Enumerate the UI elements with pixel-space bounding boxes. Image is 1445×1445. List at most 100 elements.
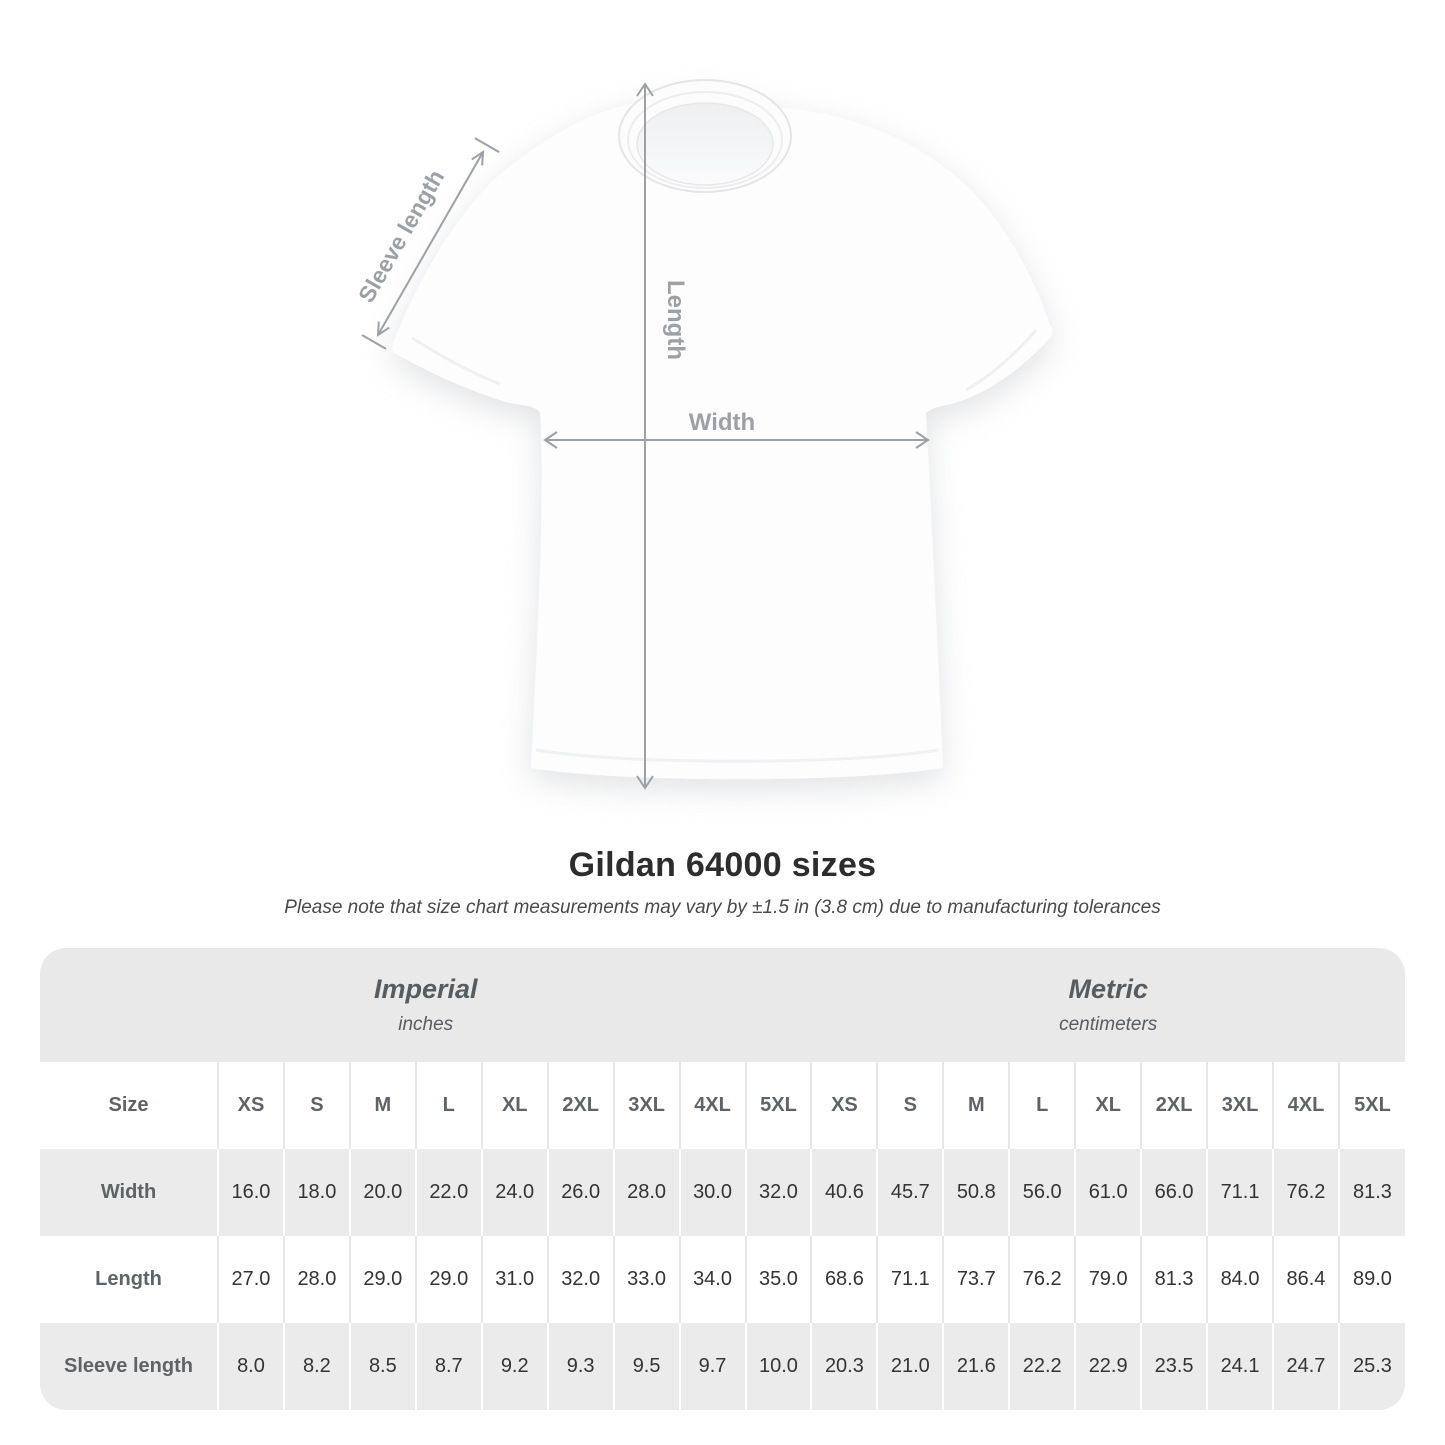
measurement-value-cell: 22.0 — [414, 1149, 482, 1236]
length-label: Length — [662, 280, 689, 360]
size-column-header: M — [348, 1062, 416, 1149]
tshirt-measurement-diagram: Sleeve length Length Width — [353, 79, 1053, 790]
measurement-value-cell: 8.2 — [282, 1323, 350, 1410]
measurement-value-cell: 8.0 — [217, 1323, 284, 1410]
measurement-value-cell: 16.0 — [217, 1149, 284, 1236]
measurement-value-cell: 73.7 — [942, 1236, 1010, 1323]
measurement-value-cell: 32.0 — [744, 1149, 812, 1236]
measurement-value-cell: 31.0 — [480, 1236, 548, 1323]
size-column-header: XS — [217, 1062, 284, 1149]
measurement-value-cell: 33.0 — [612, 1236, 680, 1323]
unit-sublabel: centimeters — [1059, 1014, 1158, 1035]
size-corner-label: Size — [40, 1062, 218, 1149]
measurement-value-cell: 24.7 — [1272, 1323, 1339, 1410]
unit-name: Imperial — [373, 974, 478, 1004]
measurement-value-cell: 18.0 — [282, 1149, 350, 1236]
measurement-value-cell: 34.0 — [678, 1236, 746, 1323]
measurement-row: Length 27.0 28.0 29.0 29.0 31.0 32.0 33.0 34.0 35… — [40, 1236, 1405, 1323]
unit-sublabel: inches — [398, 1014, 454, 1035]
size-column-header: L — [1008, 1062, 1076, 1149]
measurement-value-cell: 84.0 — [1206, 1236, 1273, 1323]
row-label: Width — [40, 1149, 218, 1236]
measurement-value-cell: 89.0 — [1337, 1236, 1405, 1323]
measurement-value-cell: 22.9 — [1074, 1323, 1142, 1410]
measurement-value-cell: 24.1 — [1206, 1323, 1273, 1410]
units-band-row: Imperial inches Metric centimeters — [40, 948, 1405, 1062]
measurement-value-cell: 66.0 — [1140, 1149, 1208, 1236]
measurement-value-cell: 86.4 — [1272, 1236, 1339, 1323]
width-dimension-line — [543, 431, 930, 449]
measurement-value-cell: 79.0 — [1074, 1236, 1142, 1323]
measurement-value-cell: 25.3 — [1337, 1323, 1405, 1410]
measurement-value-cell: 30.0 — [678, 1149, 746, 1236]
dimension-lines — [361, 82, 930, 790]
measurement-value-cell: 29.0 — [348, 1236, 416, 1323]
size-column-header: S — [876, 1062, 944, 1149]
measurement-value-cell: 20.0 — [348, 1149, 416, 1236]
row-label: Sleeve length — [40, 1323, 218, 1410]
measurement-value-cell: 22.2 — [1008, 1323, 1076, 1410]
measurement-value-cell: 76.2 — [1272, 1149, 1339, 1236]
unit-name: Metric — [1068, 974, 1148, 1004]
size-column-header: 4XL — [678, 1062, 746, 1149]
measurement-value-cell: 76.2 — [1008, 1236, 1076, 1323]
sleeve-dimension-line — [361, 137, 500, 350]
measurement-value-cell: 21.0 — [876, 1323, 944, 1410]
measurement-value-cell: 9.2 — [480, 1323, 548, 1410]
length-dimension-line — [636, 82, 654, 790]
measurement-value-cell: 61.0 — [1074, 1149, 1142, 1236]
page-title: Gildan 64000 sizes — [568, 846, 877, 884]
width-label: Width — [689, 409, 755, 436]
measurement-value-cell: 28.0 — [612, 1149, 680, 1236]
size-column-header: 2XL — [546, 1062, 614, 1149]
measurement-value-cell: 23.5 — [1140, 1323, 1208, 1410]
tshirt-graphic — [392, 91, 1053, 780]
measurement-value-cell: 8.5 — [348, 1323, 416, 1410]
measurement-value-cell: 24.0 — [480, 1149, 548, 1236]
measurement-value-cell: 9.7 — [678, 1323, 746, 1410]
measurement-value-cell: 71.1 — [1206, 1149, 1273, 1236]
measurement-value-cell: 71.1 — [876, 1236, 944, 1323]
page-subtitle: Please note that size chart measurements… — [284, 897, 1161, 918]
size-column-header: L — [414, 1062, 482, 1149]
measurement-value-cell: 81.3 — [1140, 1236, 1208, 1323]
measurement-row: Width 16.0 18.0 20.0 22.0 24.0 26.0 28.0 30.0 32.… — [40, 1149, 1405, 1236]
measurement-row: Sleeve length 8.0 8.2 8.5 8.7 9.2 9.3 9.5 9.7 10.… — [40, 1323, 1405, 1410]
row-label: Length — [40, 1236, 218, 1323]
tshirt-seams — [411, 329, 1038, 763]
measurement-value-cell: 29.0 — [414, 1236, 482, 1323]
measurement-value-cell: 32.0 — [546, 1236, 614, 1323]
unit-header-imperial: Imperial inches — [40, 948, 812, 1062]
measurement-value-cell: 26.0 — [546, 1149, 614, 1236]
measurement-value-cell: 9.5 — [612, 1323, 680, 1410]
size-column-header: XL — [480, 1062, 548, 1149]
size-column-header: S — [282, 1062, 350, 1149]
size-column-header: 4XL — [1272, 1062, 1339, 1149]
measurement-value-cell: 27.0 — [217, 1236, 284, 1323]
size-column-header: 2XL — [1140, 1062, 1208, 1149]
size-header-row: Size XS S M L XL 2XL 3XL 4XL 5XL XS S M L XL 2XL 3XL 4XL 5… — [40, 1062, 1405, 1149]
measurement-value-cell: 10.0 — [744, 1323, 812, 1410]
size-column-header: XL — [1074, 1062, 1142, 1149]
size-column-header: 3XL — [612, 1062, 680, 1149]
measurement-value-cell: 9.3 — [546, 1323, 614, 1410]
tshirt-collar — [618, 79, 792, 193]
size-column-header: 3XL — [1206, 1062, 1273, 1149]
measurement-value-cell: 20.3 — [810, 1323, 878, 1410]
measurement-value-cell: 8.7 — [414, 1323, 482, 1410]
measurement-value-cell: 21.6 — [942, 1323, 1010, 1410]
measurement-value-cell: 35.0 — [744, 1236, 812, 1323]
size-chart: Imperial inches Metric centimeters Size XS S M L… — [40, 948, 1405, 1410]
size-column-header: XS — [810, 1062, 878, 1149]
measurement-value-cell: 56.0 — [1008, 1149, 1076, 1236]
size-column-header: 5XL — [1337, 1062, 1405, 1149]
measurement-value-cell: 50.8 — [942, 1149, 1010, 1236]
size-column-header: M — [942, 1062, 1010, 1149]
unit-header-metric: Metric centimeters — [811, 948, 1405, 1062]
size-chart-table: Imperial inches Metric centimeters Size XS S M L… — [40, 948, 1405, 1410]
measurement-value-cell: 28.0 — [282, 1236, 350, 1323]
measurement-value-cell: 68.6 — [810, 1236, 878, 1323]
size-column-header: 5XL — [744, 1062, 812, 1149]
measurement-value-cell: 45.7 — [876, 1149, 944, 1236]
